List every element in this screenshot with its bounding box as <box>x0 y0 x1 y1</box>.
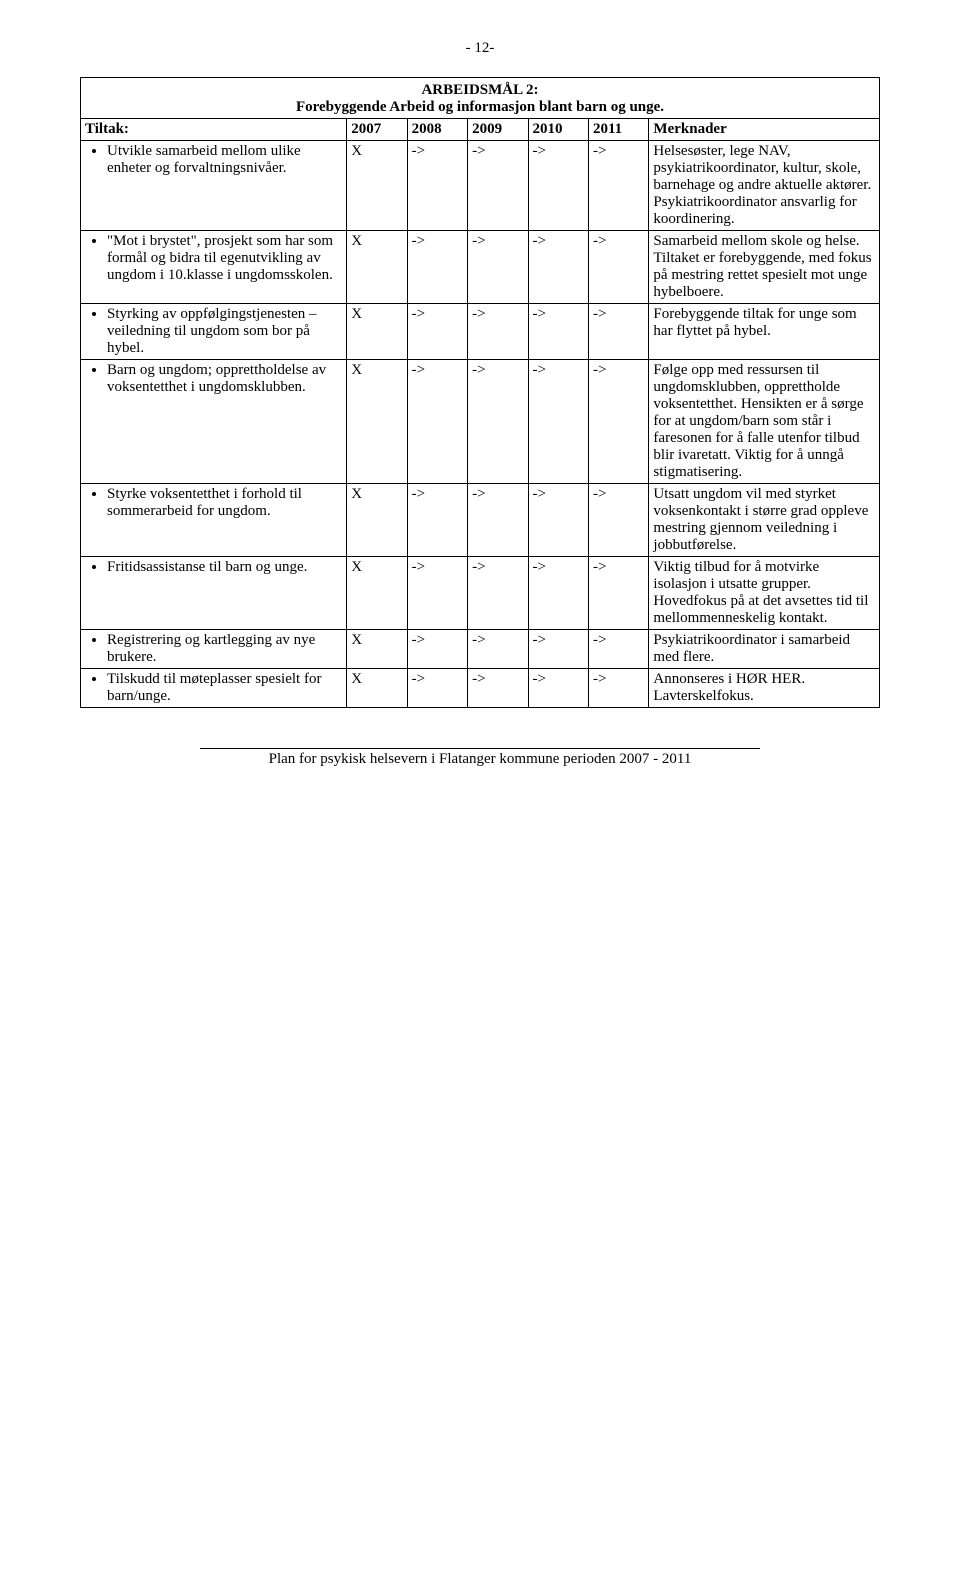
cell-merknader: Helsesøster, lege NAV, psykiatrikoordina… <box>649 141 879 231</box>
cell-tiltak: Barn og ungdom; opprettholdelse av vokse… <box>81 360 347 484</box>
table-header-row: Tiltak: 2007 2008 2009 2010 2011 Merknad… <box>81 119 879 141</box>
cell-year: -> <box>407 360 467 484</box>
table-row: Fritidsassistanse til barn og unge. X ->… <box>81 557 879 630</box>
cell-year: -> <box>589 304 649 360</box>
cell-year: -> <box>407 669 467 708</box>
cell-merknader: Forebyggende tiltak for unge som har fly… <box>649 304 879 360</box>
cell-year: -> <box>589 484 649 557</box>
cell-tiltak: Fritidsassistanse til barn og unge. <box>81 557 347 630</box>
table-row: Barn og ungdom; opprettholdelse av vokse… <box>81 360 879 484</box>
cell-year: -> <box>589 669 649 708</box>
table-row: Styrke voksentetthet i forhold til somme… <box>81 484 879 557</box>
cell-year: -> <box>468 141 528 231</box>
col-header-tiltak: Tiltak: <box>81 119 347 141</box>
cell-year: -> <box>528 669 588 708</box>
cell-year: X <box>347 360 407 484</box>
cell-year: X <box>347 630 407 669</box>
cell-year: X <box>347 484 407 557</box>
cell-merknader: Utsatt ungdom vil med styrket voksenkont… <box>649 484 879 557</box>
cell-year: -> <box>407 630 467 669</box>
cell-year: -> <box>468 669 528 708</box>
table-row: Tilskudd til møteplasser spesielt for ba… <box>81 669 879 708</box>
cell-year: -> <box>468 630 528 669</box>
cell-merknader: Samarbeid mellom skole og helse. Tiltake… <box>649 231 879 304</box>
cell-tiltak: Styrke voksentetthet i forhold til somme… <box>81 484 347 557</box>
table-row: "Mot i brystet", prosjekt som har som fo… <box>81 231 879 304</box>
tiltak-text: Registrering og kartlegging av nye bruke… <box>107 632 342 666</box>
table-row: Utvikle samarbeid mellom ulike enheter o… <box>81 141 879 231</box>
cell-year: -> <box>407 141 467 231</box>
cell-year: X <box>347 669 407 708</box>
cell-year: -> <box>468 360 528 484</box>
cell-year: -> <box>589 231 649 304</box>
cell-merknader: Følge opp med ressursen til ungdomsklubb… <box>649 360 879 484</box>
cell-year: -> <box>528 304 588 360</box>
col-header-2011: 2011 <box>589 119 649 141</box>
page: - 12- ARBEIDSMÅL 2: Forebyggende Arbeid … <box>0 0 960 788</box>
cell-tiltak: Styrking av oppfølgingstjenesten – veile… <box>81 304 347 360</box>
cell-year: X <box>347 557 407 630</box>
cell-year: X <box>347 304 407 360</box>
cell-tiltak: Utvikle samarbeid mellom ulike enheter o… <box>81 141 347 231</box>
table-row: Styrking av oppfølgingstjenesten – veile… <box>81 304 879 360</box>
cell-year: -> <box>468 557 528 630</box>
cell-year: -> <box>589 360 649 484</box>
tiltak-text: "Mot i brystet", prosjekt som har som fo… <box>107 233 342 284</box>
table-heading: ARBEIDSMÅL 2: Forebyggende Arbeid og inf… <box>81 78 879 119</box>
tiltak-text: Utvikle samarbeid mellom ulike enheter o… <box>107 143 342 177</box>
cell-year: -> <box>528 630 588 669</box>
cell-year: -> <box>589 630 649 669</box>
cell-year: -> <box>468 231 528 304</box>
cell-merknader: Psykiatrikoordinator i samarbeid med fle… <box>649 630 879 669</box>
cell-tiltak: "Mot i brystet", prosjekt som har som fo… <box>81 231 347 304</box>
col-header-2009: 2009 <box>468 119 528 141</box>
tiltak-text: Fritidsassistanse til barn og unge. <box>107 559 342 576</box>
cell-year: -> <box>407 304 467 360</box>
cell-year: -> <box>589 557 649 630</box>
cell-tiltak: Registrering og kartlegging av nye bruke… <box>81 630 347 669</box>
cell-year: -> <box>468 484 528 557</box>
table-container: ARBEIDSMÅL 2: Forebyggende Arbeid og inf… <box>80 77 880 708</box>
table-row: Registrering og kartlegging av nye bruke… <box>81 630 879 669</box>
cell-year: -> <box>528 360 588 484</box>
col-header-2008: 2008 <box>407 119 467 141</box>
page-number: - 12- <box>80 40 880 57</box>
cell-year: -> <box>407 484 467 557</box>
tiltak-text: Barn og ungdom; opprettholdelse av vokse… <box>107 362 342 396</box>
col-header-2007: 2007 <box>347 119 407 141</box>
col-header-merknader: Merknader <box>649 119 879 141</box>
cell-year: -> <box>528 231 588 304</box>
cell-year: X <box>347 231 407 304</box>
cell-year: -> <box>589 141 649 231</box>
cell-year: -> <box>407 557 467 630</box>
tiltak-text: Tilskudd til møteplasser spesielt for ba… <box>107 671 342 705</box>
cell-year: -> <box>528 141 588 231</box>
heading-line-1: ARBEIDSMÅL 2: <box>87 82 873 99</box>
cell-merknader: Annonseres i HØR HER. Lavterskelfokus. <box>649 669 879 708</box>
page-footer: Plan for psykisk helsevern i Flatanger k… <box>200 748 760 768</box>
table: Tiltak: 2007 2008 2009 2010 2011 Merknad… <box>81 119 879 707</box>
cell-year: -> <box>407 231 467 304</box>
cell-year: X <box>347 141 407 231</box>
col-header-2010: 2010 <box>528 119 588 141</box>
heading-line-2: Forebyggende Arbeid og informasjon blant… <box>87 99 873 116</box>
tiltak-text: Styrking av oppfølgingstjenesten – veile… <box>107 306 342 357</box>
cell-tiltak: Tilskudd til møteplasser spesielt for ba… <box>81 669 347 708</box>
cell-year: -> <box>528 557 588 630</box>
tiltak-text: Styrke voksentetthet i forhold til somme… <box>107 486 342 520</box>
cell-year: -> <box>528 484 588 557</box>
cell-year: -> <box>468 304 528 360</box>
cell-merknader: Viktig tilbud for å motvirke isolasjon i… <box>649 557 879 630</box>
